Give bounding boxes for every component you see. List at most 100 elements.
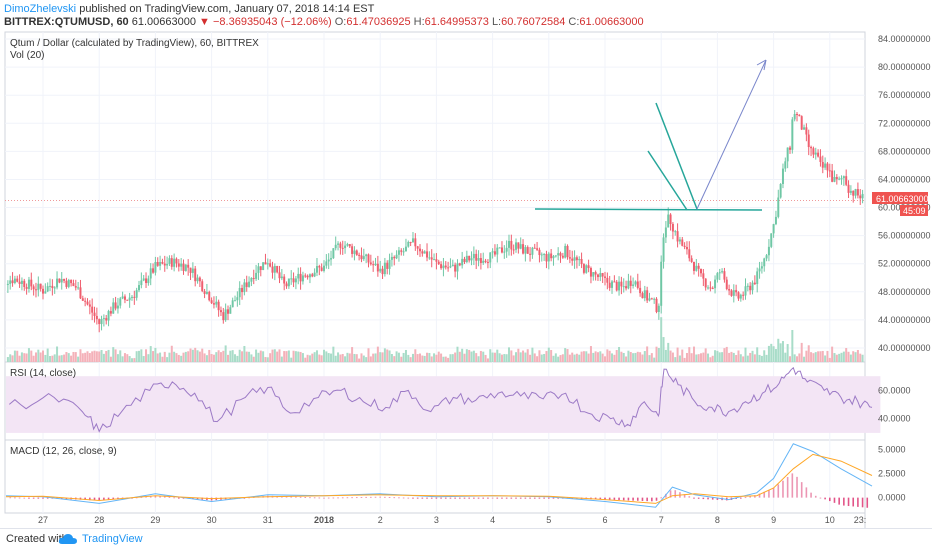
candle-body — [355, 250, 358, 255]
volume-bar — [552, 355, 555, 362]
macd-histogram-bar — [608, 497, 611, 500]
macd-histogram-bar — [838, 497, 840, 505]
candle-body — [554, 255, 557, 257]
macd-histogram-bar — [763, 491, 766, 498]
macd-histogram-bar — [430, 497, 433, 499]
volume-bar — [53, 354, 56, 362]
candle-body — [845, 176, 848, 185]
volume-bar — [344, 356, 347, 362]
volume-bar — [93, 350, 96, 362]
candle-body — [121, 296, 124, 299]
volume-bar — [845, 348, 848, 362]
volume-bar — [765, 354, 768, 362]
candle-body — [592, 272, 595, 277]
candle-body — [718, 272, 721, 274]
volume-bar — [721, 352, 724, 362]
volume-bar — [339, 354, 342, 362]
volume-bar — [74, 352, 77, 362]
macd-histogram-bar — [622, 497, 625, 501]
low-label: L: — [491, 16, 502, 28]
volume-bar — [437, 351, 440, 362]
candle-body — [552, 256, 555, 259]
price-tick-label: 76.00000000 — [878, 90, 931, 100]
volume-bar — [130, 358, 133, 362]
macd-histogram-bar — [655, 497, 658, 501]
candle-body — [664, 227, 667, 238]
candle-body — [168, 258, 171, 264]
volume-bar — [426, 352, 429, 362]
candle-body — [833, 176, 836, 182]
volume-bar — [854, 352, 857, 362]
chart-canvas[interactable]: 84.00000000 80.00000000 76.00000000 72.0000… — [0, 30, 932, 528]
candle-body — [58, 278, 61, 283]
macd-histogram-bar — [833, 497, 836, 503]
volume-bar — [582, 351, 585, 362]
macd-histogram-bar — [370, 496, 372, 498]
main-pane[interactable] — [4, 31, 866, 363]
price-tick-label: 40.00000000 — [878, 343, 931, 353]
tradingview-brand[interactable]: TradingView — [82, 533, 143, 545]
close-value: 61.00663000 — [579, 16, 644, 28]
volume-bar — [123, 353, 126, 362]
volume-bar — [404, 349, 407, 362]
volume-bar — [25, 353, 28, 362]
candle-body — [838, 178, 841, 180]
volume-bar — [725, 346, 728, 362]
candle-body — [112, 302, 115, 314]
volume-bar — [604, 356, 606, 362]
volume-bar — [430, 356, 433, 362]
candle-body — [477, 258, 480, 261]
price-tick-label: 64.00000000 — [878, 174, 931, 184]
volume-bar — [683, 357, 686, 362]
falling-wedge-lower — [647, 150, 688, 211]
volume-bar — [620, 351, 623, 362]
candle-body — [526, 247, 529, 254]
macd-series — [5, 443, 873, 508]
macd-histogram-bar — [435, 497, 438, 499]
volume-bar — [358, 358, 361, 362]
candle-body — [30, 279, 33, 287]
volume-bar — [170, 345, 173, 362]
candle-body — [634, 281, 637, 285]
candle-body — [367, 254, 370, 263]
candle-body — [372, 264, 375, 266]
candle-body — [608, 282, 611, 288]
volume-bar — [49, 356, 52, 362]
volume-bar — [589, 346, 592, 362]
macd-histogram-bar — [355, 497, 358, 499]
candle-body — [629, 280, 632, 286]
candle-body — [116, 305, 119, 309]
countdown-badge — [900, 205, 928, 216]
macd-histogram-bar — [829, 497, 831, 502]
candle-body — [51, 285, 54, 288]
volume-bar — [372, 353, 375, 362]
volume-bar — [184, 351, 187, 362]
candle-body — [308, 274, 311, 278]
volume-bar — [571, 352, 574, 362]
macd-histogram-bar — [398, 497, 400, 499]
candle-body — [353, 250, 356, 254]
author-link[interactable]: DimoZhelevski — [4, 3, 77, 15]
volume-bar — [79, 349, 82, 362]
volume-bar — [758, 354, 761, 362]
macd-histogram-bar — [744, 497, 747, 499]
candle-body — [194, 268, 197, 282]
candle-body — [484, 260, 487, 262]
macd-histogram-bar — [491, 497, 494, 499]
volume-bar — [280, 356, 283, 362]
candle-body — [461, 258, 464, 266]
volume-bar — [622, 352, 625, 362]
candle-body — [379, 268, 382, 272]
candle-body — [742, 294, 745, 296]
candle-body — [627, 280, 630, 289]
macd-histogram-bar — [791, 473, 794, 498]
macd-histogram-bar — [857, 497, 859, 507]
footer: Created with TradingView — [0, 528, 932, 551]
macd-pane[interactable] — [4, 439, 866, 514]
volume-bar — [458, 351, 461, 362]
time-tick-label: 27 — [38, 515, 48, 525]
volume-bar — [774, 349, 777, 362]
volume-bar — [219, 352, 222, 362]
trend-drawings[interactable] — [534, 59, 767, 211]
volume-bar — [664, 349, 667, 362]
